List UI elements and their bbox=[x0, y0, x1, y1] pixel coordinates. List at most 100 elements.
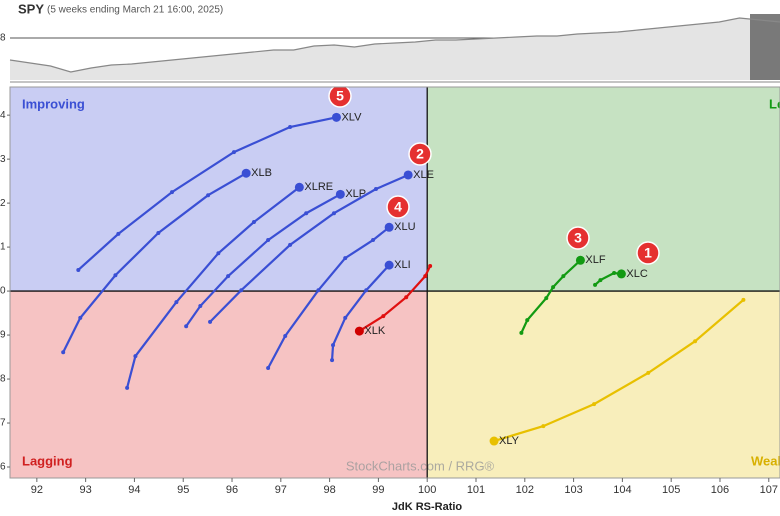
x-tick-label: 94 bbox=[128, 484, 140, 496]
trail bbox=[520, 259, 582, 334]
trail-dot bbox=[371, 238, 376, 243]
series-label: XLE bbox=[413, 169, 434, 181]
trail-dot bbox=[61, 350, 66, 355]
y-tick-label: 7 bbox=[0, 418, 6, 429]
chart-title: SPY bbox=[18, 1, 44, 16]
x-tick-label: 93 bbox=[80, 484, 92, 496]
annotation-badge bbox=[566, 226, 590, 250]
trail-dot bbox=[170, 190, 175, 195]
annotation-badge bbox=[408, 142, 432, 166]
head-marker bbox=[335, 189, 345, 199]
series-label: XLV bbox=[341, 111, 362, 123]
trail-dot bbox=[184, 324, 189, 329]
y-tick-label: 1 bbox=[0, 242, 6, 253]
trail-dot bbox=[76, 267, 81, 272]
x-axis-label: JdK RS-Ratio bbox=[392, 501, 463, 513]
trail-dot bbox=[343, 256, 348, 261]
trail-dot bbox=[304, 211, 309, 216]
trail bbox=[267, 226, 390, 369]
annotation-label: 2 bbox=[416, 146, 424, 162]
head-marker bbox=[294, 182, 304, 192]
quadrant-label: Weakening bbox=[751, 453, 780, 468]
head-marker bbox=[354, 326, 364, 336]
series-label: XLI bbox=[394, 259, 411, 271]
trail-dot bbox=[551, 285, 556, 290]
trail-dot bbox=[364, 288, 369, 293]
head-marker bbox=[403, 170, 413, 180]
y-tick-label: 2 bbox=[0, 198, 6, 209]
head-marker bbox=[384, 222, 394, 232]
annotation-label: 1 bbox=[644, 245, 652, 261]
trail-dot bbox=[519, 330, 524, 335]
trail-dot bbox=[316, 288, 321, 293]
quadrant bbox=[427, 291, 780, 478]
trail-dot bbox=[404, 295, 409, 300]
trail-dot bbox=[593, 282, 598, 287]
trail bbox=[126, 186, 301, 389]
y-tick-label: 8 bbox=[0, 33, 6, 44]
trail-dot bbox=[741, 297, 746, 302]
head-marker bbox=[384, 260, 394, 270]
trail-dot bbox=[266, 366, 271, 371]
trail-dot bbox=[156, 231, 161, 236]
trail-dot bbox=[251, 220, 256, 225]
trail-dot bbox=[646, 370, 651, 375]
head-marker bbox=[241, 168, 251, 178]
quadrant bbox=[10, 291, 428, 478]
series-label: XLC bbox=[626, 268, 647, 280]
plot-area: Improving Leading Lagging Weakening StockCha… bbox=[10, 87, 780, 478]
trail-dot bbox=[78, 315, 83, 320]
trail-dot bbox=[113, 273, 118, 278]
annotation-badge bbox=[636, 241, 660, 265]
annotation-label: 3 bbox=[574, 230, 582, 246]
y-tick-label: 3 bbox=[0, 154, 6, 165]
trail-dot bbox=[612, 271, 617, 276]
chart-subtitle: (5 weeks ending March 21 16:00, 2025) bbox=[47, 5, 223, 16]
x-tick-label: 96 bbox=[226, 484, 238, 496]
trail bbox=[62, 172, 247, 353]
x-tick-label: 97 bbox=[275, 484, 287, 496]
x-tick-label: 104 bbox=[613, 484, 631, 496]
watermark: StockCharts.com / RRG® bbox=[346, 458, 495, 473]
quadrant-label: Leading bbox=[769, 96, 780, 111]
head-marker bbox=[489, 436, 499, 446]
trail-dot bbox=[381, 314, 386, 319]
plot-border bbox=[9, 86, 780, 479]
trail bbox=[493, 299, 745, 443]
series-label: XLK bbox=[364, 325, 385, 337]
trail-dot bbox=[239, 288, 244, 293]
annotation-badge bbox=[328, 87, 352, 108]
trail-dot bbox=[231, 150, 236, 155]
series-label: XLF bbox=[585, 254, 605, 266]
head-marker bbox=[331, 112, 341, 122]
series-label: XLY bbox=[499, 435, 520, 447]
trail-dot bbox=[331, 343, 336, 348]
trail bbox=[209, 173, 409, 323]
series-label: XLP bbox=[345, 188, 366, 200]
trail-dot bbox=[541, 424, 546, 429]
window-shade bbox=[750, 14, 780, 80]
x-tick-label: 99 bbox=[372, 484, 384, 496]
trail-dot bbox=[598, 278, 603, 283]
quadrant bbox=[427, 87, 780, 292]
x-tick-label: 102 bbox=[516, 484, 534, 496]
x-tick-label: 100 bbox=[418, 484, 436, 496]
trail-dot bbox=[592, 402, 597, 407]
trail-dot bbox=[125, 385, 130, 390]
annotation-label: 5 bbox=[336, 88, 344, 104]
trail bbox=[185, 193, 341, 327]
trail-dot bbox=[288, 242, 293, 247]
x-tick-label: 105 bbox=[662, 484, 680, 496]
trail bbox=[77, 116, 337, 271]
trail-dot bbox=[226, 274, 231, 279]
series-label: XLB bbox=[251, 167, 272, 179]
trail-dot bbox=[283, 333, 288, 338]
trail-dot bbox=[174, 300, 179, 305]
y-tick-label: 8 bbox=[0, 374, 6, 385]
benchmark-line bbox=[9, 17, 780, 73]
trail-dot bbox=[216, 251, 221, 256]
trail-dot bbox=[133, 354, 138, 359]
quadrant-label: Improving bbox=[22, 96, 85, 111]
y-tick-label: 4 bbox=[0, 110, 6, 121]
